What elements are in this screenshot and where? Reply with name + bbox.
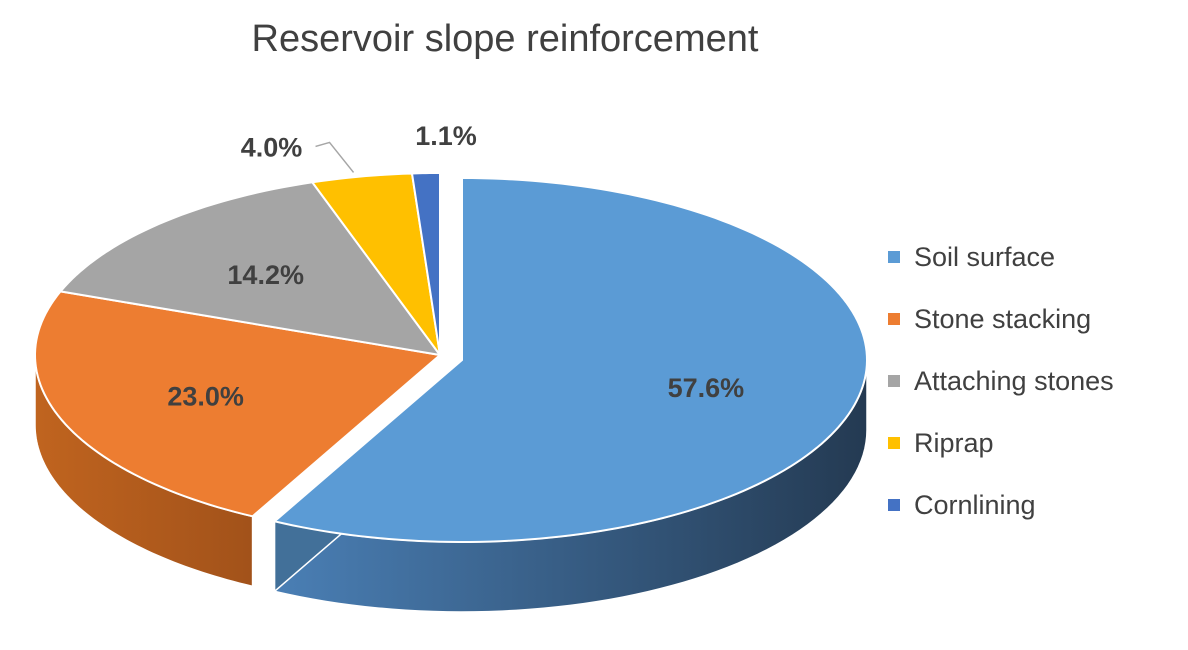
data-label-soil-surface: 57.6%: [668, 373, 745, 403]
legend: Soil surface Stone stacking Attaching ston…: [888, 226, 1114, 536]
legend-swatch: [888, 313, 900, 325]
pie-slice-soil-surface: [272, 176, 869, 544]
legend-swatch: [888, 437, 900, 449]
pie-tops: [34, 171, 869, 544]
legend-label: Attaching stones: [914, 365, 1114, 396]
legend-label: Soil surface: [914, 241, 1056, 272]
legend-item-cornlining: Cornlining: [888, 474, 1114, 536]
pie-labels: 57.6% 23.0% 14.2% 4.0% 1.1%: [167, 121, 744, 411]
legend-item-stone-stacking: Stone stacking: [888, 288, 1114, 350]
leader-line-riprap: [315, 141, 355, 173]
data-label-stone-stacking: 23.0%: [167, 381, 244, 411]
pie-leaders: [315, 141, 355, 173]
legend-label: Cornlining: [914, 489, 1036, 520]
legend-swatch: [888, 499, 900, 511]
legend-swatch: [888, 375, 900, 387]
legend-swatch: [888, 251, 900, 263]
legend-item-attaching-stones: Attaching stones: [888, 350, 1114, 412]
chart-title: Reservoir slope reinforcement: [251, 18, 759, 60]
pie-slice-riprap: [310, 172, 441, 356]
data-label-riprap: 4.0%: [241, 132, 303, 162]
legend-label: Riprap: [914, 427, 994, 458]
legend-label: Stone stacking: [914, 303, 1092, 334]
pie-slice-cornlining: [410, 171, 441, 356]
pie-slice-attaching-stones: [58, 181, 443, 357]
legend-item-riprap: Riprap: [888, 412, 1114, 474]
data-label-attaching-stones: 14.2%: [227, 260, 304, 290]
legend-item-soil-surface: Soil surface: [888, 226, 1114, 288]
data-label-cornlining: 1.1%: [415, 121, 477, 151]
pie-slice-stone-stacking: [34, 290, 443, 518]
